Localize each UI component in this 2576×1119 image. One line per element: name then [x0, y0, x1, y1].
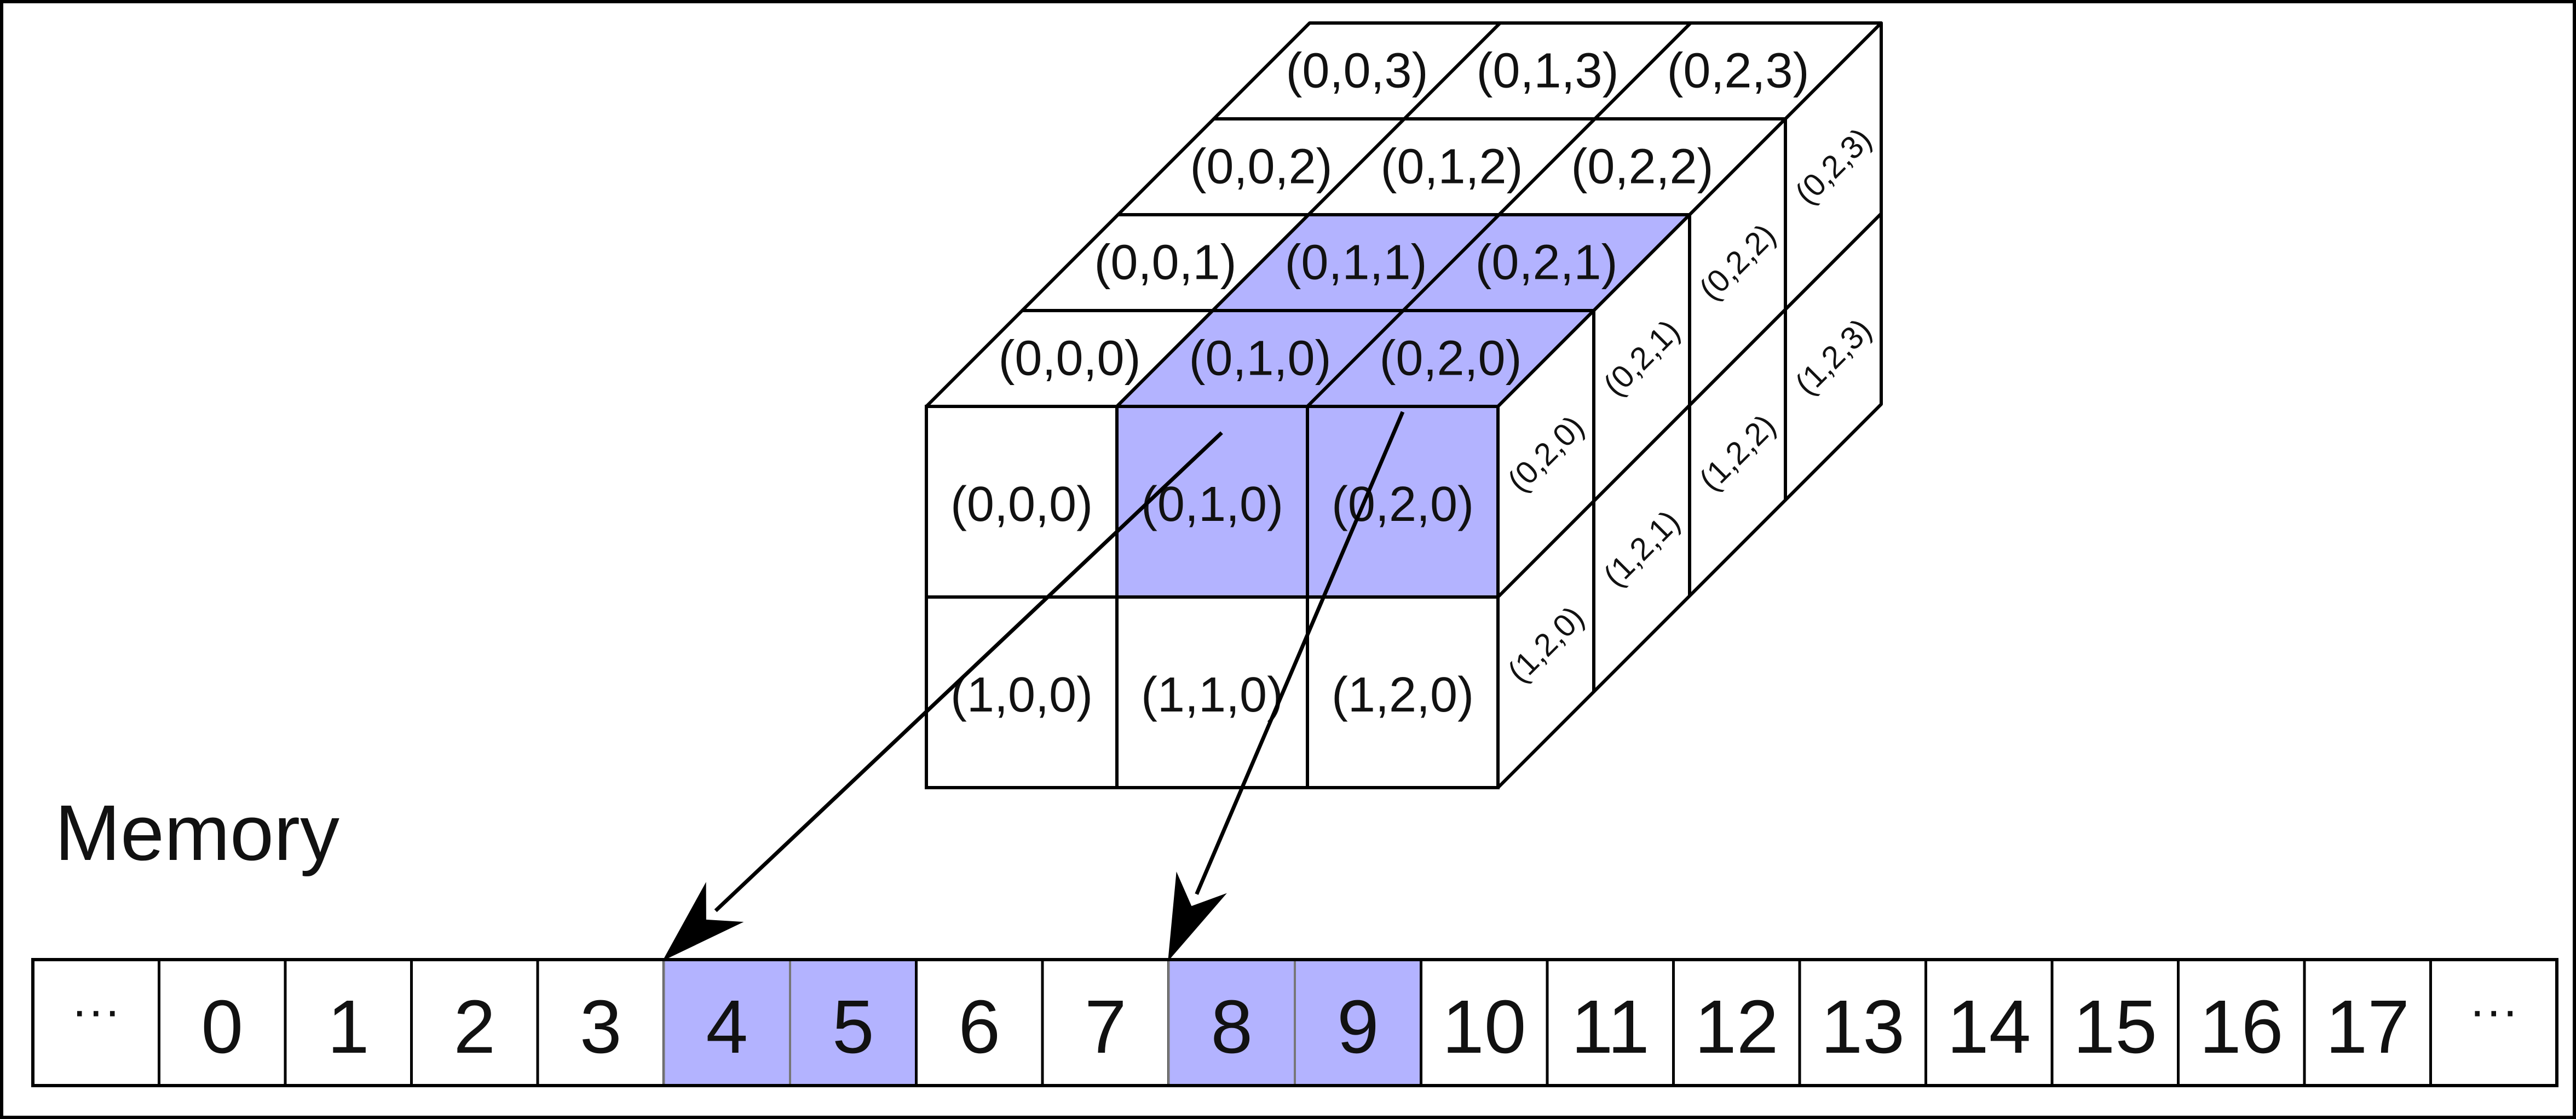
mapping-arrow-line	[1195, 411, 1405, 895]
memory-cell-label: 14	[1947, 985, 2031, 1069]
memory-cell	[2050, 958, 2180, 1087]
front-cell-label: (1,2,0)	[1332, 668, 1474, 722]
top-cell-label: (0,1,0)	[1189, 331, 1331, 386]
mapping-arrow-head	[662, 882, 744, 961]
top-cell-label: (0,1,1)	[1284, 236, 1427, 290]
mapping-arrow-head	[1168, 871, 1227, 962]
memory-cell-label: 4	[706, 985, 748, 1069]
memory-cell-label: 11	[1571, 985, 1650, 1069]
memory-row: ··· 0 1 2 3 4 5 6 7 8 9 10 11 12 13 14 15 16 17 ···	[31, 958, 2558, 1087]
memory-cell	[2303, 958, 2432, 1087]
memory-cell-label: 1	[327, 985, 370, 1069]
top-cell-label: (0,2,3)	[1667, 44, 1809, 99]
mapping-arrows	[662, 411, 1405, 962]
front-cell	[925, 405, 1119, 599]
top-cell-label: (0,2,0)	[1379, 331, 1522, 386]
top-cell-label: (0,1,2)	[1380, 140, 1523, 194]
front-cell-label: (0,0,0)	[950, 477, 1093, 532]
front-cell-label: (0,1,0)	[1141, 477, 1283, 532]
side-cell	[1784, 212, 1883, 502]
memory-cell-label: 17	[2326, 985, 2410, 1069]
memory-cell-label: 10	[1442, 985, 1526, 1069]
cube-front-face: (0,0,0) (0,1,0) (0,2,0) (1,0,0) (1,1,0) (1,2,…	[925, 405, 1500, 789]
memory-cell	[662, 959, 791, 1087]
memory-cell-label: 12	[1695, 985, 1779, 1069]
front-cell-label: (1,0,0)	[950, 668, 1093, 722]
memory-ellipsis: ···	[71, 983, 120, 1038]
memory-row-border	[31, 958, 2558, 1087]
memory-cell-label: 3	[580, 985, 622, 1069]
front-cell	[1306, 595, 1500, 789]
memory-cell-label: 15	[2073, 985, 2158, 1069]
cube-side-face: (0,2,0)(0,2,1)(0,2,2)(0,2,3)(1,2,0)(1,2,…	[1496, 21, 1883, 789]
memory-label: Memory	[55, 789, 339, 877]
memory-cell	[2177, 958, 2306, 1087]
top-cell-label: (0,0,3)	[1286, 44, 1428, 99]
cube-top-face: (0,0,3) (0,1,3) (0,2,3) (0,0,2) (0,1,2) (0,2,…	[925, 21, 1883, 408]
memory-cell-label: 9	[1337, 985, 1379, 1069]
memory-cell-label: 8	[1211, 985, 1253, 1069]
top-cell-label: (0,1,3)	[1476, 44, 1618, 99]
memory-cell	[536, 958, 665, 1087]
memory-cell-label: 0	[201, 985, 243, 1069]
mapping-arrow-line	[714, 431, 1223, 913]
front-cell	[1115, 595, 1309, 789]
front-cell-label: (1,1,0)	[1141, 668, 1283, 722]
memory-cell-label: 5	[832, 985, 874, 1069]
top-cell-label: (0,0,0)	[998, 331, 1140, 386]
front-cell	[925, 595, 1119, 789]
memory-cell	[1167, 959, 1296, 1087]
memory-cell-label: 6	[958, 985, 1000, 1069]
top-cell-label: (0,0,2)	[1190, 140, 1332, 194]
memory-cell-label: 7	[1085, 985, 1127, 1069]
top-cell-label: (0,2,2)	[1571, 140, 1713, 194]
top-cell-label: (0,2,1)	[1475, 236, 1617, 290]
memory-cell-label: 16	[2199, 985, 2284, 1069]
front-cell-label: (0,2,0)	[1332, 477, 1474, 532]
memory-cell-label: 13	[1821, 985, 1905, 1069]
memory-cell-label: 2	[453, 985, 495, 1069]
memory-ellipsis: ···	[2469, 983, 2519, 1038]
top-cell-label: (0,0,1)	[1094, 236, 1236, 290]
